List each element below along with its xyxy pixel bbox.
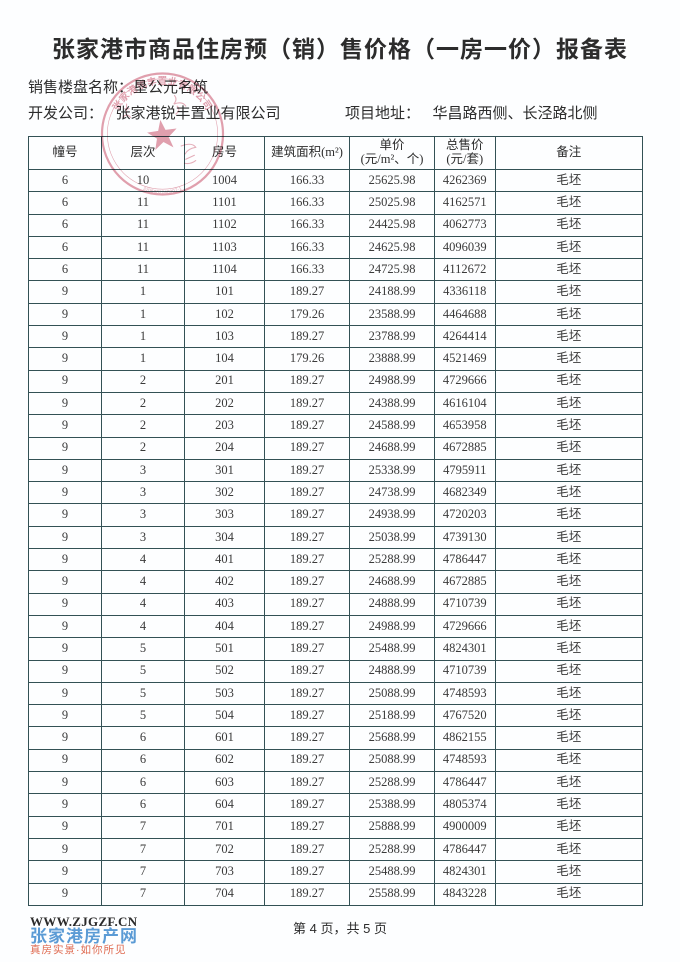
svg-text:张家港锐丰置业有限公司: 张家港锐丰置业有限公司	[110, 75, 214, 113]
